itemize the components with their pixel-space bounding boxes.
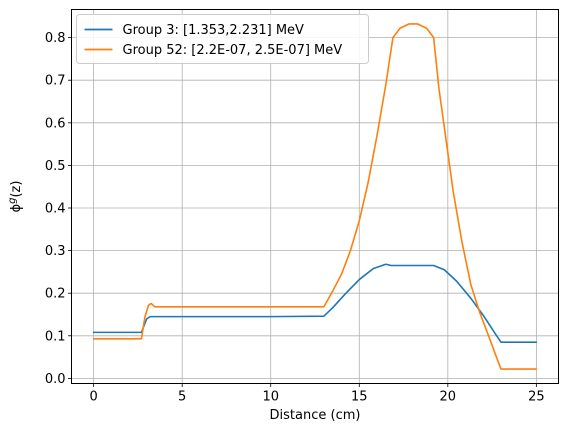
x-tick-label: 0: [89, 390, 97, 405]
y-axis-label-symbol: ϕ: [9, 204, 24, 213]
y-tick-label: 0.2: [45, 287, 66, 302]
y-tick-label: 0.7: [45, 74, 66, 89]
y-axis-label-superscript: g: [7, 198, 18, 204]
grid: [71, 9, 559, 384]
y-tick-label: 0.0: [45, 372, 66, 387]
y-tick-label: 0.1: [45, 329, 66, 344]
legend-label-1: Group 3: [1.353,2.231] MeV: [123, 23, 305, 38]
y-tick-label: 0.8: [45, 31, 66, 46]
series-line-2: [92, 23, 538, 370]
x-axis-label: Distance (cm): [270, 408, 361, 423]
axis-ticks: 0 5 10 15 20 25 0.0 0.1 0.2 0.3 0.4 0.5 0.6 0.7 0.8: [45, 31, 545, 404]
x-tick-label: 5: [178, 390, 186, 405]
y-axis-label-argument: (z): [9, 181, 24, 198]
y-tick-label: 0.5: [45, 159, 66, 174]
x-tick-label: 20: [440, 390, 457, 405]
y-tick-label: 0.4: [45, 202, 66, 217]
series-lines: [92, 23, 538, 370]
legend-label-2: Group 52: [2.2E-07, 2.5E-07] MeV: [123, 43, 343, 58]
x-tick-label: 10: [262, 390, 279, 405]
legend-box: [76, 14, 369, 64]
y-axis-label: ϕg(z): [7, 181, 24, 213]
series-line-1: [92, 263, 538, 343]
x-tick-label: 25: [528, 390, 545, 405]
plot-frame: [71, 9, 559, 384]
x-tick-label: 15: [351, 390, 368, 405]
y-tick-label: 0.3: [45, 244, 66, 259]
y-tick-label: 0.6: [45, 116, 66, 131]
legend: Group 3: [1.353,2.231] MeV Group 52: [2.2…: [76, 14, 369, 64]
